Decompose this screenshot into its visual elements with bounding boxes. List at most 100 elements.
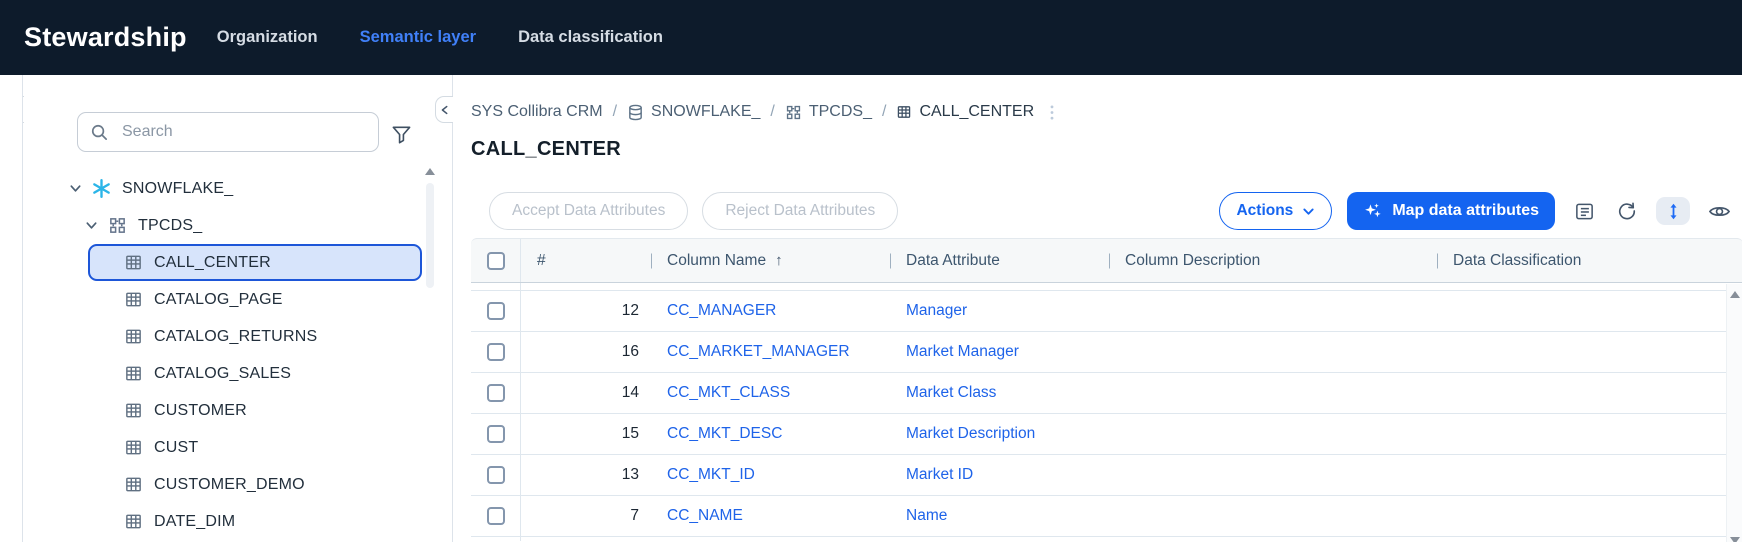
tree-item-catalog-sales[interactable]: CATALOG_SALES <box>24 355 424 392</box>
data-attribute-link[interactable]: Market ID <box>906 466 974 483</box>
tree-item-label: CUSTOMER <box>154 401 247 419</box>
tree-item-customer[interactable]: CUSTOMER <box>24 392 424 429</box>
breadcrumb-item-tpcds[interactable]: TPCDS_ <box>785 103 872 121</box>
filter-funnel-icon <box>391 124 412 145</box>
kebab-menu-icon[interactable] <box>1050 104 1054 120</box>
table-icon <box>123 290 144 309</box>
sidebar-scrollbar[interactable] <box>424 160 436 542</box>
map-data-attributes-button[interactable]: Map data attributes <box>1347 192 1555 230</box>
column-name-link[interactable]: CC_MARKET_MANAGER <box>667 343 850 360</box>
breadcrumb-separator: / <box>770 103 775 120</box>
tree-item-date-dim[interactable]: DATE_DIM <box>24 503 424 540</box>
nav-semantic-layer[interactable]: Semantic layer <box>359 28 477 46</box>
asset-tree-sidebar: SNOWFLAKE_ TPCDS_ CALL_CENTER <box>24 75 452 542</box>
row-checkbox[interactable] <box>486 507 505 525</box>
map-data-attributes-label: Map data attributes <box>1392 202 1539 219</box>
row-cell-checkbox <box>471 332 521 372</box>
tree-item-catalog-returns[interactable]: CATALOG_RETURNS <box>24 318 424 355</box>
data-attribute-link[interactable]: Market Manager <box>906 343 1019 360</box>
row-height-toggle-button[interactable] <box>1656 197 1690 225</box>
tree-item-catalog-page[interactable]: CATALOG_PAGE <box>24 281 424 318</box>
sort-asc-icon[interactable]: ↑ <box>775 252 783 269</box>
tree-item-label: SNOWFLAKE_ <box>122 179 234 197</box>
accept-data-attributes-button[interactable]: Accept Data Attributes <box>489 192 689 230</box>
scrollbar-thumb[interactable] <box>426 183 434 288</box>
column-name-link[interactable]: CC_MKT_CLASS <box>667 384 791 401</box>
column-header-data-classification[interactable]: Data Classification <box>1437 239 1742 282</box>
table-icon <box>123 401 144 420</box>
search-input[interactable] <box>120 122 366 142</box>
column-description-cell <box>1109 414 1437 454</box>
table-row: 16 CC_MARKET_MANAGER Market Manager <box>471 332 1726 373</box>
tree-item-label: CUSTOMER_DEMO <box>154 475 305 493</box>
tree-item-call-center[interactable]: CALL_CENTER <box>88 244 422 281</box>
row-checkbox[interactable] <box>486 302 505 320</box>
breadcrumb-item-snowflake[interactable]: SNOWFLAKE_ <box>627 103 760 121</box>
row-number: 7 <box>630 507 639 524</box>
asset-tree: SNOWFLAKE_ TPCDS_ CALL_CENTER <box>24 170 424 540</box>
scroll-up-arrow-icon[interactable] <box>425 168 435 175</box>
scroll-up-arrow-icon[interactable] <box>1730 291 1740 298</box>
actions-label: Actions <box>1236 202 1294 219</box>
tree-item-snowflake[interactable]: SNOWFLAKE_ <box>24 170 424 207</box>
data-attribute-link[interactable]: Market Description <box>906 425 1036 442</box>
breadcrumb-label: SYS Collibra CRM <box>471 103 603 120</box>
collapse-panel-button[interactable] <box>435 96 453 123</box>
nav-data-classification[interactable]: Data classification <box>518 28 663 46</box>
data-attribute-link[interactable]: Market Class <box>906 384 997 401</box>
column-name-link[interactable]: CC_MKT_ID <box>667 466 755 483</box>
toolbar-left-group: Accept Data Attributes Reject Data Attri… <box>489 192 899 230</box>
column-name-link[interactable]: CC_NAME <box>667 507 743 524</box>
search-input-wrapper[interactable] <box>77 112 379 152</box>
tree-item-label: CUST <box>154 438 199 456</box>
table-row: 13 CC_MKT_ID Market ID <box>471 455 1726 496</box>
column-name-link[interactable]: CC_MKT_DESC <box>667 425 783 442</box>
visibility-button[interactable] <box>1705 197 1733 225</box>
row-cell-checkbox <box>471 496 521 536</box>
details-list-button[interactable] <box>1570 197 1598 225</box>
tree-item-cust[interactable]: CUST <box>24 429 424 466</box>
tree-item-tpcds[interactable]: TPCDS_ <box>24 207 424 244</box>
main-panel: SYS Collibra CRM / SNOWFLAKE_ / TPCDS_ / <box>435 75 1742 542</box>
row-checkbox[interactable] <box>486 343 505 361</box>
filter-button[interactable] <box>388 121 414 147</box>
row-checkbox[interactable] <box>486 384 505 402</box>
breadcrumb-separator: / <box>612 103 618 120</box>
column-header-data-attribute[interactable]: Data Attribute <box>890 239 1109 282</box>
refresh-icon <box>1617 201 1637 221</box>
tree-item-customer-demo[interactable]: CUSTOMER_DEMO <box>24 466 424 503</box>
actions-button[interactable]: Actions <box>1219 192 1333 230</box>
column-header-number[interactable]: # <box>521 239 651 282</box>
select-all-checkbox[interactable] <box>486 251 505 270</box>
eye-icon <box>1708 200 1731 223</box>
chevron-down-icon[interactable] <box>85 219 98 232</box>
nav-organization[interactable]: Organization <box>216 28 318 46</box>
column-header-column-name[interactable]: Column Name ↑ <box>651 239 890 282</box>
app-title[interactable]: Stewardship <box>24 22 187 52</box>
row-cell-checkbox <box>471 291 521 331</box>
reject-data-attributes-button[interactable]: Reject Data Attributes <box>702 192 899 230</box>
chevron-down-icon[interactable] <box>69 182 82 195</box>
column-header-column-description[interactable]: Column Description <box>1109 239 1437 282</box>
row-checkbox[interactable] <box>486 425 505 443</box>
data-attribute-link[interactable]: Manager <box>906 302 968 319</box>
table-row-partial-bottom <box>471 537 1726 541</box>
breadcrumb-separator: / <box>881 103 887 120</box>
breadcrumb-item-community[interactable]: SYS Collibra CRM <box>471 103 603 121</box>
row-number: 13 <box>621 466 639 483</box>
data-attribute-link[interactable]: Name <box>906 507 948 524</box>
refresh-button[interactable] <box>1613 197 1641 225</box>
header-cell-checkbox <box>471 239 521 282</box>
breadcrumb-label: SNOWFLAKE_ <box>651 103 761 120</box>
table-scrollbar[interactable] <box>1726 284 1742 542</box>
column-name-link[interactable]: CC_MANAGER <box>667 302 777 319</box>
scroll-down-arrow-icon[interactable] <box>1730 537 1740 542</box>
column-description-cell <box>1109 373 1437 413</box>
tree-item-label: TPCDS_ <box>138 216 203 234</box>
table-icon <box>123 438 144 457</box>
row-checkbox[interactable] <box>486 466 505 484</box>
breadcrumb-item-call-center[interactable]: CALL_CENTER <box>896 103 1034 121</box>
column-header-label: Column Description <box>1125 251 1261 269</box>
table-icon <box>123 475 144 494</box>
